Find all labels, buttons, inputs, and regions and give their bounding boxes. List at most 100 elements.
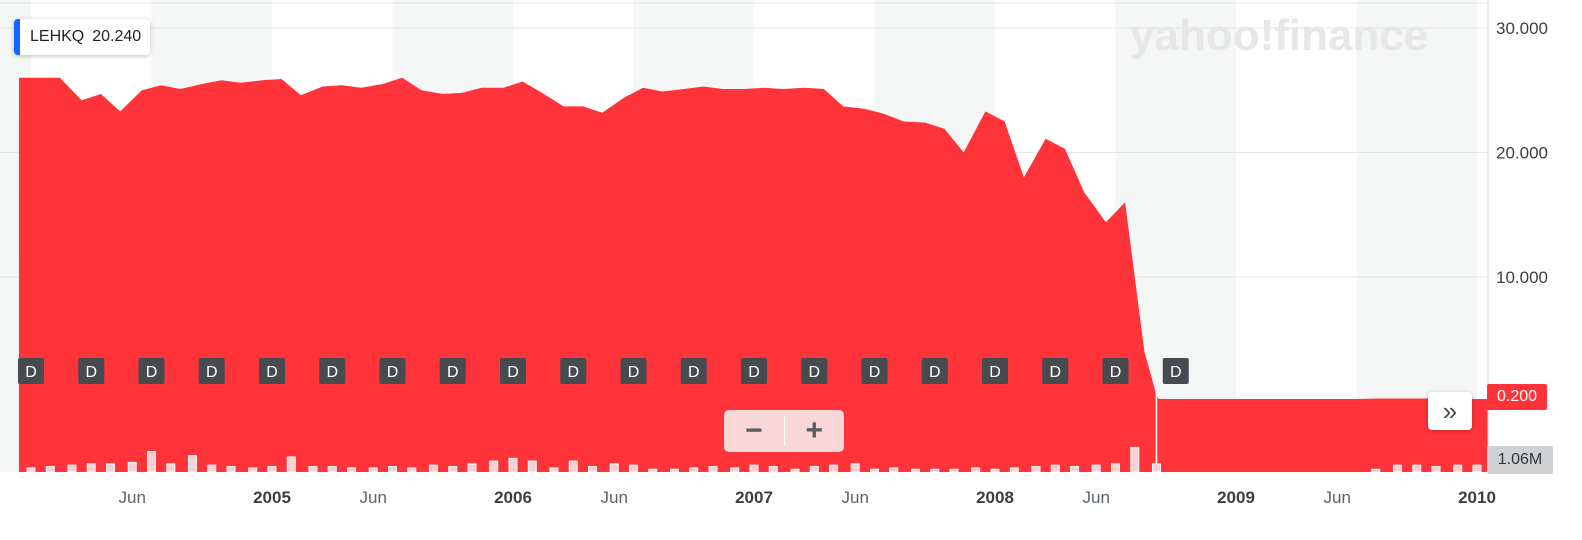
volume-bar [730, 467, 740, 473]
volume-bar [1412, 464, 1422, 473]
scroll-forward-button[interactable]: » [1428, 392, 1472, 430]
dividend-badge[interactable]: D [259, 358, 285, 384]
dividend-badge-bg [1042, 358, 1069, 384]
dividend-badge-label: D [85, 364, 97, 381]
y-tick-label: 30.000 [1496, 19, 1548, 38]
dividend-badge[interactable]: D [921, 358, 948, 384]
volume-bar [267, 466, 277, 473]
volume-bar [147, 450, 156, 473]
dividend-badge-bg [500, 358, 526, 384]
dividend-badge-label: D [748, 364, 760, 381]
dividend-badge[interactable]: D [801, 358, 828, 384]
dividend-badge[interactable]: D [1102, 358, 1129, 384]
dividend-badge[interactable]: D [560, 358, 587, 384]
zoom-controls: − + [724, 410, 844, 452]
volume-bar [467, 463, 477, 473]
ticker-price: 20.240 [92, 28, 142, 45]
dividend-badge-label: D [567, 364, 579, 381]
dividend-badge[interactable]: D [1162, 358, 1189, 384]
dividend-badge[interactable]: D [620, 358, 647, 384]
volume-bar [226, 466, 236, 473]
volume-bar [1009, 467, 1019, 473]
dividend-badge-bg [319, 358, 346, 384]
dividend-badge-label: D [929, 364, 941, 381]
volume-bar [1453, 464, 1463, 473]
dividend-badge-bg [680, 358, 707, 384]
dividend-badge-bg [198, 358, 225, 384]
dividend-badge[interactable]: D [1042, 358, 1069, 384]
volume-bar [629, 464, 638, 473]
dividend-badge-bg [861, 358, 888, 384]
dividend-badge[interactable]: D [982, 358, 1008, 384]
volume-bar [1091, 464, 1101, 473]
dividend-badge-bg [78, 358, 105, 384]
x-axis-ticks: Jun 2005 Jun 2006 Jun 2007 Jun 2008 Jun 2009 Jun 20… [119, 488, 1496, 507]
dividend-badge[interactable]: D [198, 358, 225, 384]
volume-bar [768, 466, 778, 473]
x-tick-label: 2006 [494, 488, 532, 507]
volume-bar [448, 466, 458, 473]
volume-bar [508, 457, 518, 473]
ticker-color-indicator [14, 19, 20, 55]
dividend-badge-label: D [206, 364, 218, 381]
dividend-badge[interactable]: D [500, 358, 526, 384]
volume-bar [1392, 464, 1402, 473]
dividend-badge-label: D [447, 364, 459, 381]
volume-bar [870, 468, 879, 473]
dividend-badge-label: D [387, 364, 399, 381]
volume-bar [689, 467, 699, 473]
volume-bar [187, 455, 197, 473]
zoom-out-button[interactable]: − [744, 414, 763, 447]
volume-bar [347, 467, 357, 473]
volume-bar [1050, 464, 1060, 473]
x-tick-label: Jun [119, 488, 146, 507]
x-tick-label: 2008 [976, 488, 1014, 507]
volume-bar [549, 467, 559, 473]
volume-bar [949, 468, 959, 473]
volume-bar [790, 468, 800, 473]
dividend-badge[interactable]: D [319, 358, 346, 384]
y-axis-ticks: 30.000 20.000 10.000 [1496, 19, 1548, 287]
volume-bar [669, 468, 679, 473]
dividend-badge[interactable]: D [78, 358, 105, 384]
dividend-badge[interactable]: D [741, 358, 767, 384]
dividend-badge-label: D [628, 364, 640, 381]
dividend-badge[interactable]: D [861, 358, 888, 384]
volume-bar [207, 464, 217, 473]
dividend-badge-bg [620, 358, 647, 384]
volume-bar [527, 460, 537, 473]
ticker-symbol: LEHKQ [30, 28, 85, 45]
dividend-badge-bg [1102, 358, 1129, 384]
volume-bar [428, 464, 438, 473]
volume-bar [889, 467, 899, 473]
volume-bar [809, 466, 819, 473]
dividend-badge-label: D [507, 364, 519, 381]
dividend-badge[interactable]: D [379, 358, 406, 384]
dividend-badge[interactable]: D [680, 358, 707, 384]
dividend-badge[interactable]: D [18, 358, 44, 384]
volume-bar [1070, 466, 1080, 473]
volume-bar [127, 461, 137, 473]
dividend-badge[interactable]: D [138, 358, 165, 384]
dividend-badge-label: D [146, 364, 158, 381]
volume-bar [166, 463, 176, 473]
volume-bar [850, 463, 860, 473]
yahoo-finance-watermark: yahoo!finance [1130, 11, 1428, 60]
ticker-legend[interactable]: LEHKQ 20.240 [14, 19, 151, 55]
dividend-badge-label: D [1170, 364, 1182, 381]
dividend-badge[interactable]: D [439, 358, 466, 384]
dividend-badge-bg [1162, 358, 1189, 384]
dividend-badge-label: D [688, 364, 700, 381]
dividend-badge-label: D [326, 364, 338, 381]
zoom-in-button[interactable]: + [805, 414, 824, 447]
dividend-badge-bg [741, 358, 767, 384]
volume-bar [106, 463, 116, 473]
current-price-tag: 0.200 [1487, 384, 1547, 410]
volume-bar [67, 464, 77, 473]
dividend-badge-bg [18, 358, 44, 384]
dividend-badge-label: D [989, 364, 1001, 381]
volume-bar [609, 463, 619, 473]
volume-bar [248, 467, 258, 473]
volume-bar [910, 468, 920, 473]
